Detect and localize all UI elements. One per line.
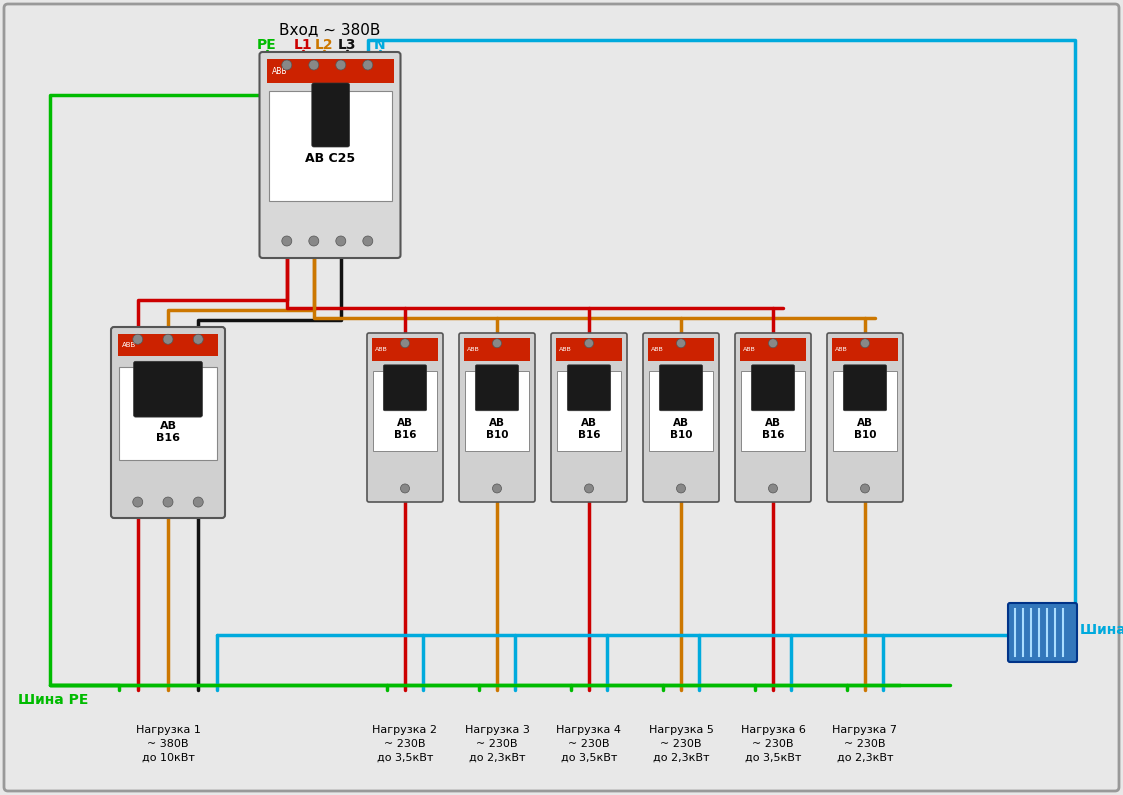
Bar xyxy=(371,337,442,502)
FancyBboxPatch shape xyxy=(751,365,795,411)
Text: Нагрузка 3
~ 230В
до 2,3кВт: Нагрузка 3 ~ 230В до 2,3кВт xyxy=(465,725,529,763)
Text: Нагрузка 7
~ 230В
до 2,3кВт: Нагрузка 7 ~ 230В до 2,3кВт xyxy=(832,725,897,763)
Text: ABB: ABB xyxy=(743,347,756,352)
FancyBboxPatch shape xyxy=(659,365,703,411)
Text: Шина N: Шина N xyxy=(1080,623,1123,637)
Circle shape xyxy=(401,339,410,347)
Text: L2: L2 xyxy=(314,38,334,52)
FancyBboxPatch shape xyxy=(259,52,401,258)
Bar xyxy=(739,337,811,502)
Bar xyxy=(266,59,393,83)
Circle shape xyxy=(676,484,685,493)
Text: Нагрузка 6
~ 230В
до 3,5кВт: Нагрузка 6 ~ 230В до 3,5кВт xyxy=(740,725,805,763)
Bar xyxy=(464,339,530,362)
Text: АВ
В16: АВ В16 xyxy=(761,418,784,440)
FancyBboxPatch shape xyxy=(827,333,903,502)
Bar xyxy=(465,371,529,451)
Text: Нагрузка 5
~ 230В
до 2,3кВт: Нагрузка 5 ~ 230В до 2,3кВт xyxy=(649,725,713,763)
Text: PE: PE xyxy=(257,38,277,52)
Text: Нагрузка 1
~ 380В
до 10кВт: Нагрузка 1 ~ 380В до 10кВт xyxy=(136,725,200,763)
Circle shape xyxy=(133,497,143,507)
Circle shape xyxy=(363,236,373,246)
Bar xyxy=(463,337,535,502)
Bar xyxy=(833,371,897,451)
Circle shape xyxy=(363,60,373,70)
FancyBboxPatch shape xyxy=(367,333,442,502)
Bar xyxy=(372,339,438,362)
Text: ABB: ABB xyxy=(836,347,848,352)
FancyBboxPatch shape xyxy=(475,365,519,411)
Circle shape xyxy=(282,236,292,246)
Circle shape xyxy=(860,484,869,493)
Circle shape xyxy=(309,236,319,246)
Circle shape xyxy=(584,339,593,347)
Circle shape xyxy=(163,497,173,507)
Text: АВ
В16: АВ В16 xyxy=(156,421,180,443)
Text: Вход ~ 380В: Вход ~ 380В xyxy=(280,22,381,37)
Text: Нагрузка 4
~ 230В
до 3,5кВт: Нагрузка 4 ~ 230В до 3,5кВт xyxy=(557,725,621,763)
Circle shape xyxy=(133,334,143,344)
Circle shape xyxy=(193,334,203,344)
Text: ABB: ABB xyxy=(272,67,287,76)
Bar xyxy=(119,367,217,460)
Circle shape xyxy=(163,334,173,344)
FancyBboxPatch shape xyxy=(643,333,719,502)
Bar xyxy=(373,371,437,451)
Text: Нагрузка 2
~ 230В
до 3,5кВт: Нагрузка 2 ~ 230В до 3,5кВт xyxy=(373,725,438,763)
Bar xyxy=(832,339,898,362)
Text: АВ
В10: АВ В10 xyxy=(486,418,509,440)
Bar xyxy=(831,337,903,502)
Bar xyxy=(556,339,622,362)
Circle shape xyxy=(336,236,346,246)
Bar xyxy=(648,339,714,362)
Circle shape xyxy=(309,60,319,70)
Bar xyxy=(117,333,225,518)
Circle shape xyxy=(493,339,502,347)
Circle shape xyxy=(401,484,410,493)
Bar xyxy=(557,371,621,451)
Circle shape xyxy=(493,484,502,493)
FancyBboxPatch shape xyxy=(111,327,225,518)
FancyBboxPatch shape xyxy=(551,333,627,502)
Circle shape xyxy=(676,339,685,347)
Bar xyxy=(268,91,392,201)
Text: ABB: ABB xyxy=(559,347,572,352)
Circle shape xyxy=(193,497,203,507)
Bar xyxy=(649,371,713,451)
Text: L3: L3 xyxy=(338,38,356,52)
Circle shape xyxy=(860,339,869,347)
Circle shape xyxy=(768,339,777,347)
FancyBboxPatch shape xyxy=(1008,603,1077,662)
FancyBboxPatch shape xyxy=(312,83,349,147)
Circle shape xyxy=(336,60,346,70)
FancyBboxPatch shape xyxy=(459,333,535,502)
Bar xyxy=(265,58,401,258)
FancyBboxPatch shape xyxy=(567,365,611,411)
Text: АВ
В16: АВ В16 xyxy=(394,418,417,440)
Bar xyxy=(647,337,719,502)
FancyBboxPatch shape xyxy=(843,365,887,411)
Text: Шина PE: Шина PE xyxy=(18,693,89,707)
Bar xyxy=(741,371,805,451)
FancyBboxPatch shape xyxy=(383,365,427,411)
Text: АВ
В16: АВ В16 xyxy=(577,418,601,440)
Circle shape xyxy=(768,484,777,493)
FancyBboxPatch shape xyxy=(734,333,811,502)
Text: АВ С25: АВ С25 xyxy=(305,153,355,165)
Text: ABB: ABB xyxy=(467,347,480,352)
FancyBboxPatch shape xyxy=(4,4,1119,791)
Text: ABB: ABB xyxy=(375,347,387,352)
Text: ABB: ABB xyxy=(651,347,664,352)
Circle shape xyxy=(584,484,593,493)
Text: L1: L1 xyxy=(294,38,312,52)
Text: АВ
В10: АВ В10 xyxy=(853,418,876,440)
Circle shape xyxy=(282,60,292,70)
Bar xyxy=(555,337,627,502)
FancyBboxPatch shape xyxy=(134,361,202,417)
Text: N: N xyxy=(374,38,386,52)
Text: ABB: ABB xyxy=(122,342,136,347)
Bar xyxy=(740,339,806,362)
Text: АВ
В10: АВ В10 xyxy=(669,418,692,440)
Bar xyxy=(118,334,218,356)
